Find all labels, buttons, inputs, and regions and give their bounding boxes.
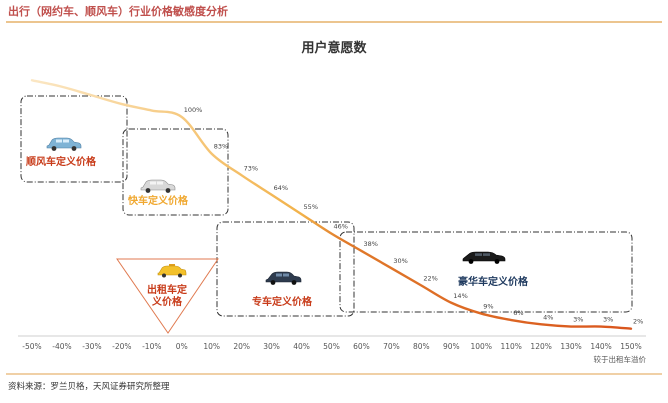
x-tick-label: 0%: [176, 342, 188, 351]
data-label: 64%: [274, 184, 288, 192]
data-label: 22%: [423, 274, 437, 282]
data-label: 2%: [633, 318, 643, 326]
data-label: 38%: [363, 240, 377, 248]
chart-title: 用户意愿数: [300, 40, 367, 56]
data-label: 46%: [334, 223, 348, 231]
data-label: 6%: [513, 309, 523, 317]
x-axis-label: 较于出租车溢价: [594, 354, 647, 364]
x-tick-label: 150%: [620, 342, 641, 351]
x-tick-label: -10%: [142, 342, 161, 351]
x-tick-label: 100%: [471, 342, 492, 351]
x-tick-label: 50%: [323, 342, 340, 351]
data-label: 14%: [453, 292, 467, 300]
data-label: 3%: [603, 316, 613, 324]
series-line-user-willingness: [30, 79, 633, 330]
zone-frame-kuaiche: [122, 128, 229, 216]
svg-text:出租车定: 出租车定: [147, 283, 187, 296]
zone-frame-shunfeng: [20, 95, 128, 183]
zone-frame-chuzuche: [116, 258, 219, 334]
x-tick-label: -30%: [82, 342, 101, 351]
data-label: 3%: [573, 316, 583, 324]
car-icon-silver: [140, 179, 176, 193]
x-tick-label: 90%: [443, 342, 460, 351]
zone-label-haohua: 豪华车定义价格: [458, 275, 529, 288]
x-tick-label: 70%: [383, 342, 400, 351]
svg-text:义价格: 义价格: [152, 295, 183, 308]
x-tick-label: 40%: [293, 342, 310, 351]
x-tick-label: 10%: [203, 342, 220, 351]
page-header-title: 出行（网约车、顺风车）行业价格敏感度分析: [8, 4, 228, 18]
zone-label-chuzuche: 出租车定 义价格: [147, 283, 187, 308]
data-label: 4%: [543, 313, 553, 321]
x-tick-label: -50%: [22, 342, 41, 351]
x-tick-label: 130%: [560, 342, 581, 351]
x-tick-label: 20%: [233, 342, 250, 351]
source-note: 资料来源：罗兰贝格，天风证券研究所整理: [8, 381, 170, 392]
x-tick-label: -40%: [52, 342, 71, 351]
car-icon-black-luxury: [462, 251, 506, 264]
data-label: 73%: [244, 164, 258, 172]
x-tick-label: 110%: [500, 342, 521, 351]
data-label: 9%: [483, 303, 493, 311]
data-label: 100%: [184, 106, 203, 114]
zone-frame-haohua: [339, 231, 633, 313]
car-icon-light-blue: [46, 137, 82, 151]
x-tick-label: 30%: [263, 342, 280, 351]
data-label: 55%: [304, 203, 318, 211]
data-label: 30%: [393, 257, 407, 265]
zone-label-shunfeng: 顺风车定义价格: [26, 155, 97, 168]
car-icon-taxi-yellow: [157, 264, 187, 278]
zone-frame-zhuanche: [216, 221, 355, 317]
data-label: 83%: [214, 143, 228, 151]
x-tick-label: 120%: [530, 342, 551, 351]
x-tick-label: -20%: [112, 342, 131, 351]
x-tick-label: 140%: [590, 342, 611, 351]
zone-label-kuaiche: 快车定义价格: [127, 194, 189, 207]
x-tick-label: 60%: [353, 342, 370, 351]
zone-label-zhuanche: 专车定义价格: [252, 295, 313, 308]
x-tick-label: 80%: [413, 342, 430, 351]
car-icon-dark-sedan: [265, 271, 302, 285]
